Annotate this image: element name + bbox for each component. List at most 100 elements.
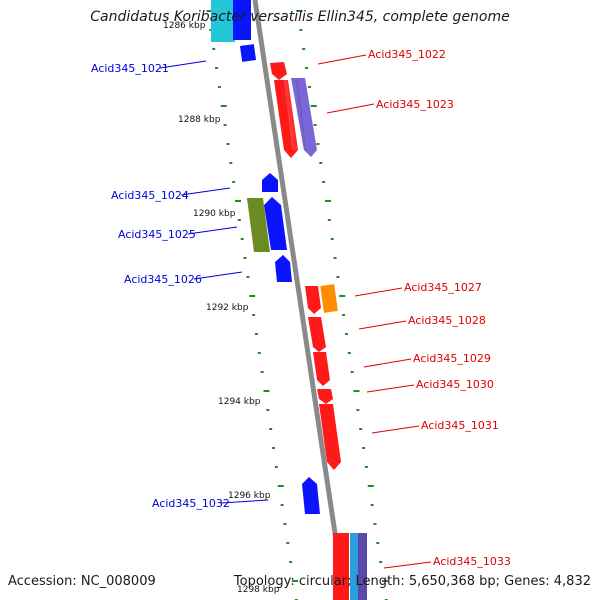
gene-label[interactable]: Acid345_1026 — [124, 273, 202, 286]
genome-backbone — [252, 0, 348, 600]
tick-mark — [327, 219, 331, 221]
tick-mark — [266, 409, 270, 411]
tick-mark — [277, 485, 284, 487]
gene-label[interactable]: Acid345_1025 — [118, 228, 196, 241]
gene-label[interactable]: Acid345_1030 — [416, 378, 494, 391]
gene-feature-1028[interactable] — [308, 317, 326, 352]
tick-mark — [274, 466, 278, 468]
tick-mark — [240, 238, 244, 240]
tick-mark — [305, 67, 309, 69]
gene-feature-1026[interactable] — [275, 255, 292, 282]
tick-mark — [246, 276, 250, 278]
gene-feature-1022[interactable] — [270, 62, 287, 80]
tick-mark — [257, 352, 261, 354]
gene-feature-1024[interactable] — [262, 173, 278, 192]
gene-leader-line — [193, 271, 243, 280]
tick-mark — [310, 105, 317, 107]
gene-leader-line — [187, 226, 238, 235]
tick-mark — [382, 580, 388, 582]
gene-label[interactable]: Acid345_1023 — [376, 98, 454, 111]
tick-mark — [252, 314, 256, 316]
kbp-tick-labels: 1286 kbp 1288 kbp 1290 kbp 1292 kbp 1294 kbp… — [163, 21, 280, 595]
gene-leader-line — [371, 425, 420, 434]
tick-mark — [217, 86, 221, 88]
tick-mark — [215, 67, 219, 69]
gene-leader-line — [354, 287, 403, 297]
minus-strand-genes — [211, 0, 320, 514]
gene-feature-1031[interactable] — [319, 404, 341, 470]
right-tick-track — [296, 10, 388, 600]
tick-mark — [313, 124, 317, 126]
tick-mark — [322, 181, 326, 183]
tick-mark — [226, 143, 230, 145]
gene-label[interactable]: Acid345_1024 — [111, 189, 189, 202]
tick-mark — [296, 10, 303, 12]
gene-feature-1032[interactable] — [302, 477, 320, 514]
tick-mark — [220, 105, 227, 107]
tick-mark — [243, 257, 247, 259]
gene-label[interactable]: Acid345_1022 — [368, 48, 446, 61]
gene-label[interactable]: Acid345_1032 — [152, 497, 230, 510]
kbp-tick-label: 1290 kbp — [193, 209, 236, 219]
gene-feature-blue-top[interactable] — [233, 0, 251, 40]
gene-label[interactable]: Acid345_1031 — [421, 419, 499, 432]
tick-mark — [367, 485, 374, 487]
plus-strand-genes — [270, 62, 367, 600]
gene-feature-1027[interactable] — [305, 286, 321, 314]
tick-mark — [249, 295, 256, 297]
kbp-tick-label: 1294 kbp — [218, 397, 261, 407]
tick-mark — [232, 181, 236, 183]
gene-feature-1033-red[interactable] — [333, 533, 349, 600]
tick-mark — [379, 561, 383, 563]
kbp-tick-label: 1296 kbp — [228, 491, 271, 501]
tick-mark — [359, 428, 363, 430]
gene-leader-line — [180, 187, 231, 196]
tick-mark — [235, 200, 241, 202]
minus-gene-labels: Acid345_1021 Acid345_1024 Acid345_1025 Acid… — [91, 60, 269, 510]
gene-feature-1033-sky[interactable] — [350, 533, 358, 600]
tick-mark — [237, 219, 241, 221]
gene-feature-1025-olive[interactable] — [247, 198, 270, 252]
topology-text: Topology: circular; Length: 5,650,368 bp… — [233, 574, 591, 589]
tick-mark — [302, 48, 306, 50]
kbp-tick-label: 1292 kbp — [206, 303, 249, 313]
gene-leader-line — [363, 358, 412, 368]
gene-feature-1027-orange[interactable] — [320, 284, 338, 313]
tick-mark — [373, 523, 377, 525]
gene-feature-1025[interactable] — [264, 197, 287, 250]
tick-mark — [289, 561, 293, 563]
tick-mark — [319, 162, 323, 164]
tick-mark — [347, 352, 351, 354]
tick-mark — [280, 504, 284, 506]
tick-mark — [269, 428, 273, 430]
tick-mark — [283, 523, 287, 525]
gene-leader-line — [326, 103, 375, 114]
gene-feature-1029[interactable] — [313, 352, 330, 386]
tick-mark — [339, 295, 346, 297]
gene-leader-line — [159, 60, 207, 69]
gene-leader-line — [317, 54, 367, 65]
accession-text: Accession: NC_008009 — [8, 574, 156, 589]
gene-feature-1021[interactable] — [239, 44, 257, 62]
tick-mark — [356, 409, 360, 411]
gene-label[interactable]: Acid345_1033 — [433, 555, 511, 568]
gene-label[interactable]: Acid345_1029 — [413, 352, 491, 365]
tick-mark — [364, 466, 368, 468]
tick-mark — [229, 162, 233, 164]
gene-label[interactable]: Acid345_1021 — [91, 62, 169, 75]
map-title: Candidatus Koribacter versatilis Ellin34… — [90, 9, 510, 25]
tick-mark — [376, 542, 380, 544]
gene-label[interactable]: Acid345_1028 — [408, 314, 486, 327]
tick-mark — [370, 504, 374, 506]
gene-feature-1030[interactable] — [317, 389, 333, 404]
gene-feature-1033-slate[interactable] — [358, 533, 367, 600]
gene-feature-cyan-top[interactable] — [211, 0, 235, 42]
tick-mark — [362, 447, 366, 449]
tick-mark — [350, 371, 354, 373]
tick-mark — [307, 86, 311, 88]
tick-mark — [260, 371, 264, 373]
gene-label[interactable]: Acid345_1027 — [404, 281, 482, 294]
gene-leader-line — [358, 320, 407, 330]
tick-mark — [286, 542, 290, 544]
